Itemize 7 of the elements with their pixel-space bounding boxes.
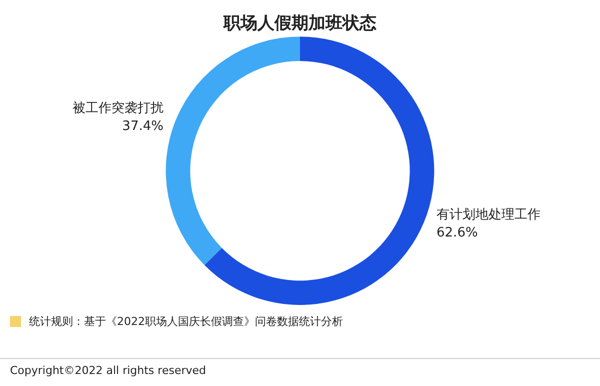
chart-title: 职场人假期加班状态	[222, 14, 376, 34]
slice-label: 有计划地处理工作	[436, 208, 541, 223]
text: 统计规则：基于《2022职场人国庆长假调查》问卷数据统计分析	[29, 314, 343, 329]
data-label: 37.4%	[122, 119, 164, 134]
data-label: 62.6%	[436, 226, 478, 241]
text: Copyright©2022 all rights reserved	[10, 364, 206, 377]
slice-label: 被工作突袭打扰	[72, 101, 164, 116]
